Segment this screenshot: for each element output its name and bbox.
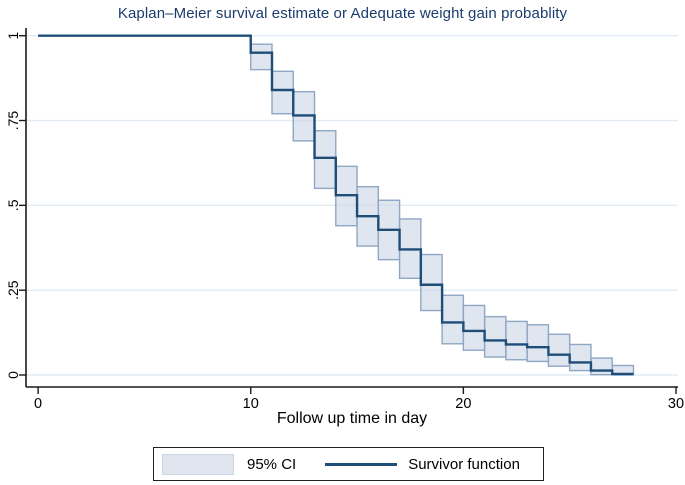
ci-band-segment xyxy=(526,324,550,363)
x-axis-title: Follow up time in day xyxy=(276,410,428,427)
ci-band-segment xyxy=(505,320,528,361)
ci-band-segment xyxy=(568,343,592,372)
x-tick-label: 20 xyxy=(455,396,471,412)
ci-band-segment xyxy=(271,70,294,115)
ci-band-segment xyxy=(547,333,571,367)
chart-title: Kaplan–Meier survival estimate or Adequa… xyxy=(117,5,568,22)
ci-band-segment xyxy=(250,43,273,71)
ci-legend-label: 95% CI xyxy=(247,455,297,473)
ci-band-segment xyxy=(313,130,337,190)
ci-band-swatch xyxy=(162,453,234,475)
legend: 95% CI Survivor function xyxy=(153,447,544,481)
ci-band xyxy=(250,43,635,376)
survivor-curve xyxy=(38,34,634,376)
ci-band-segment xyxy=(590,357,613,376)
ci-band-segment xyxy=(441,294,465,345)
y-tick-label: .25 xyxy=(5,280,21,300)
y-tick-label: 0 xyxy=(5,371,21,379)
y-tick-label: .5 xyxy=(5,199,21,211)
ci-band-segment xyxy=(483,315,507,358)
y-tick-label: 1 xyxy=(5,32,21,40)
ci-band-segment xyxy=(462,304,486,351)
x-tick-label: 30 xyxy=(668,396,684,412)
x-tick-label: 0 xyxy=(34,396,42,412)
x-tick-label: 10 xyxy=(243,396,259,412)
survivor-legend-label: Survivor function xyxy=(408,455,520,473)
y-tick-label: .75 xyxy=(5,111,21,131)
survivor-line-swatch xyxy=(325,462,398,466)
ci-band-segment xyxy=(420,253,443,312)
